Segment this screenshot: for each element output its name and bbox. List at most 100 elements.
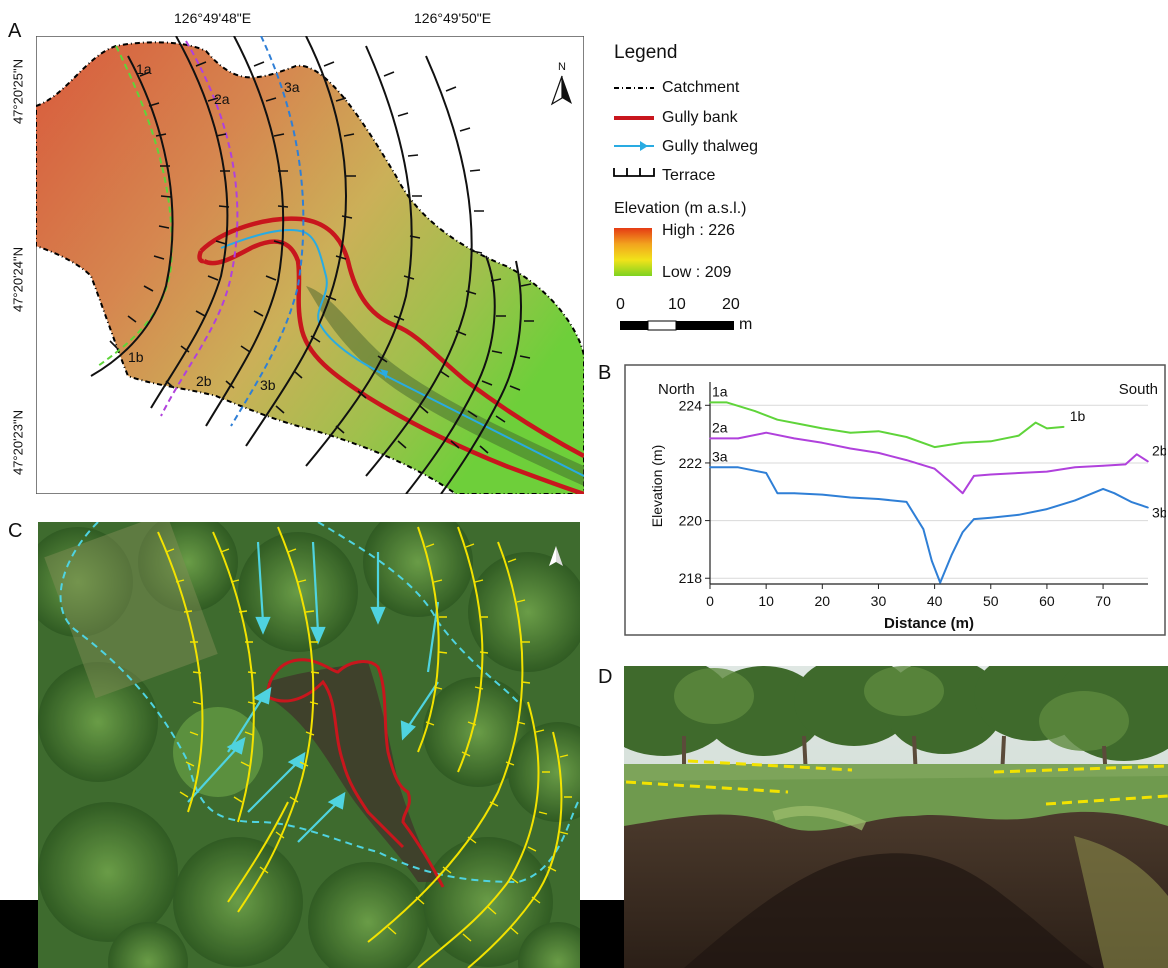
profile-series-point [1018,434,1020,437]
profile-series-point [1113,492,1116,495]
field-photo [624,666,1168,968]
profile-start-label-1: 1a [712,383,728,399]
gully-map: 1a 2a 3a 1b 2b 3b N [36,36,584,494]
north-label: N [558,61,566,73]
profile-series-point [754,410,756,412]
profile-series-point [765,472,767,474]
chart-y-tick-label: 218 [679,570,703,586]
profile-series-point [905,436,908,438]
profile-start-label-2: 2a [712,419,728,435]
profile-series-point [1135,453,1138,456]
profile-series-point [989,473,992,476]
profile-series-point [933,467,936,470]
elevation-low-label: Low : 209 [662,264,732,281]
profile-label-2b: 2b [196,373,212,389]
profile-series-point [1018,472,1020,474]
profile-series-point [799,423,801,425]
profile-series-point [877,498,880,500]
profile-series-point [776,492,779,495]
profile-series-point [973,475,975,477]
panel-label-c: C [8,520,23,542]
profile-series-point [922,528,925,531]
scale-tick-20: 20 [722,296,740,313]
profile-line-3 [230,36,305,427]
profile-series-point [793,492,796,495]
chart-y-tick-label: 222 [679,455,703,471]
profile-series-point [1147,506,1149,509]
chart-x-tick-label: 30 [871,593,887,609]
chart-y-tick-label: 224 [679,397,703,413]
profile-series-point [989,440,992,443]
photo-border-middle [580,900,624,968]
profile-line-1 [97,45,173,367]
profile-end-label-2: 2b [1152,443,1166,459]
photo-gully-bank-line [266,658,445,888]
map-lon-tick-2: 126°49'50"E [414,10,492,26]
elevation-legend-title: Elevation (m a.s.l.) [614,200,747,217]
profile-series-point [1130,501,1132,503]
north-arrow-icon: N [550,61,572,106]
profile-series-point [950,554,953,556]
profile-series-point [973,518,975,520]
panel-label-b: B [598,362,612,384]
profile-series-point [1046,427,1048,430]
profile-series-point [1074,499,1076,502]
profile-series-point [1124,463,1127,466]
profile-series-point [989,516,992,519]
gully-bank-line [199,216,584,494]
profile-series-point [950,482,953,484]
profile-series-point [1074,466,1076,469]
scale-bar [620,320,734,331]
profile-series-point [709,401,711,404]
chart-x-tick-label: 40 [927,593,943,609]
profile-series-point [1046,470,1048,473]
profile-series-point [905,501,908,503]
profile-series-point [877,430,880,433]
profile-series-point [1102,488,1104,490]
panel-label-a: A [8,20,22,42]
scale-unit: m [739,316,753,333]
profile-series-point [709,437,711,440]
profile-series-point [849,431,852,434]
map-lon-tick-1: 126°49'48"E [174,10,252,26]
chart-x-tick-label: 20 [815,593,831,609]
profile-end-label-3: 3b [1152,505,1166,521]
profile-label-1a: 1a [136,61,152,77]
legend-label-catchment: Catchment [662,79,740,96]
map-lat-tick-2: 47°20'24"N [10,246,26,313]
legend-label-terrace: Terrace [662,167,716,184]
profile-series-point [765,431,767,434]
profile-label-2a: 2a [214,91,230,107]
profile-series-point [877,452,880,454]
profile-series-point [1046,508,1048,510]
legend-label-gully-bank: Gully bank [662,109,738,126]
profile-series-point [1062,426,1065,428]
legend-label-gully-thalweg: Gully thalweg [662,138,759,155]
profile-series-point [821,493,824,496]
profile-line-2 [160,40,239,417]
profile-series-point [849,447,852,450]
profile-series-point [793,437,796,440]
profile-series-point [737,437,739,440]
profile-series-line-2 [710,431,1149,495]
profile-series-point [1102,465,1104,467]
profile-series-point [961,441,964,444]
profile-series-point [933,446,936,448]
chart-x-tick-label: 70 [1095,593,1111,609]
legend-symbols [613,87,655,177]
profile-series-point [709,466,711,469]
profile-series-point [1147,460,1149,463]
chart-y-tick-label: 220 [679,513,703,529]
chart-y-axis-label: Elevation (m) [649,445,665,527]
terrace-symbol [613,168,655,177]
chart-x-axis-label: Distance (m) [884,615,974,632]
legend-title: Legend [614,42,678,63]
profile-series-point [821,427,824,430]
profile-series-point [1018,514,1020,516]
profile-series-point [821,441,824,444]
profile-label-3a: 3a [284,79,300,95]
profile-series-point [1034,421,1037,424]
profile-label-3b: 3b [260,377,276,393]
elevation-high-label: High : 226 [662,222,735,239]
